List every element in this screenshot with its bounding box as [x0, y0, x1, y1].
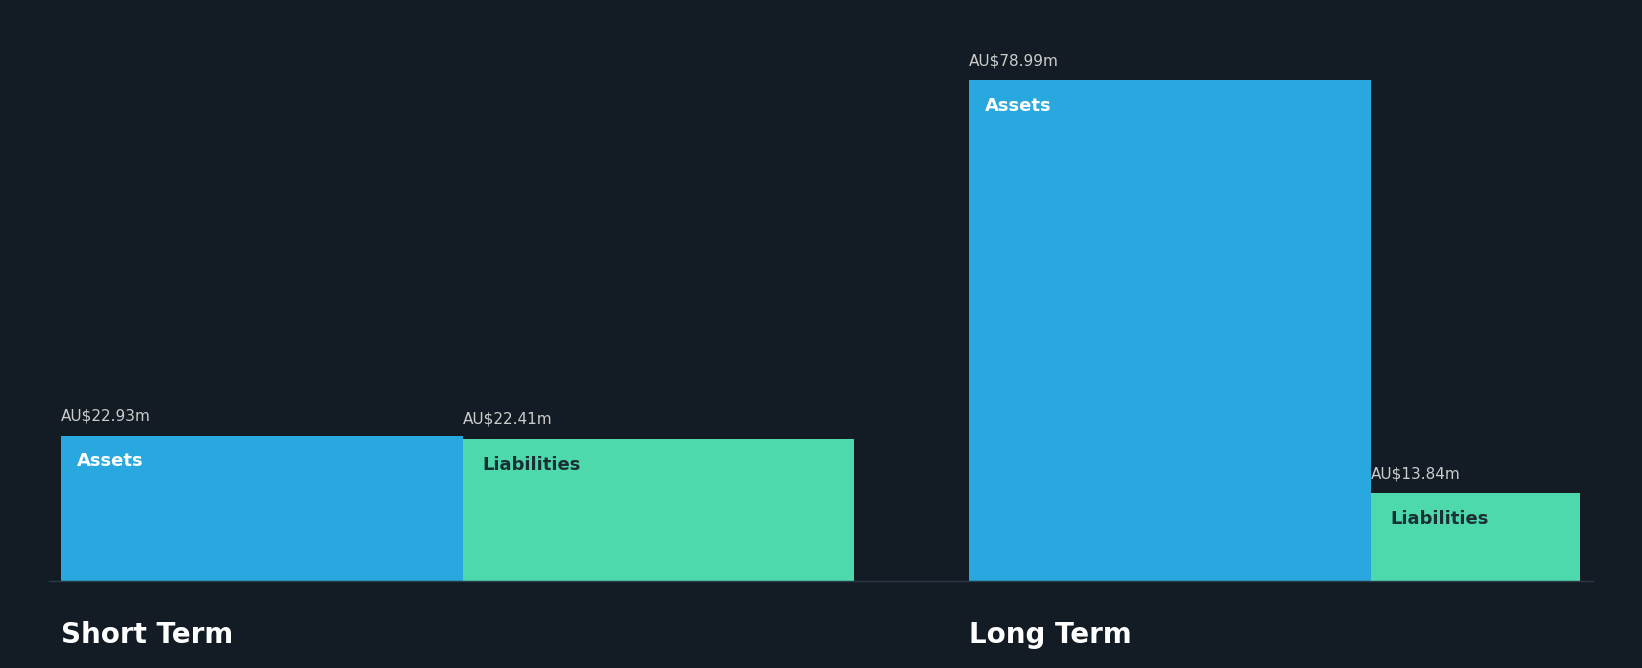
Text: Assets: Assets: [985, 97, 1053, 115]
Text: Long Term: Long Term: [969, 621, 1131, 649]
Text: AU$22.41m: AU$22.41m: [463, 412, 553, 427]
Text: Short Term: Short Term: [61, 621, 233, 649]
Bar: [969, 80, 1371, 581]
Text: Liabilities: Liabilities: [1391, 510, 1489, 528]
Bar: [1371, 494, 1580, 581]
Bar: [61, 436, 463, 581]
Text: Liabilities: Liabilities: [483, 456, 581, 474]
Text: AU$13.84m: AU$13.84m: [1371, 466, 1461, 482]
Text: AU$22.93m: AU$22.93m: [61, 409, 151, 424]
Bar: [463, 439, 854, 581]
Text: Assets: Assets: [77, 452, 144, 470]
Text: AU$78.99m: AU$78.99m: [969, 53, 1059, 68]
